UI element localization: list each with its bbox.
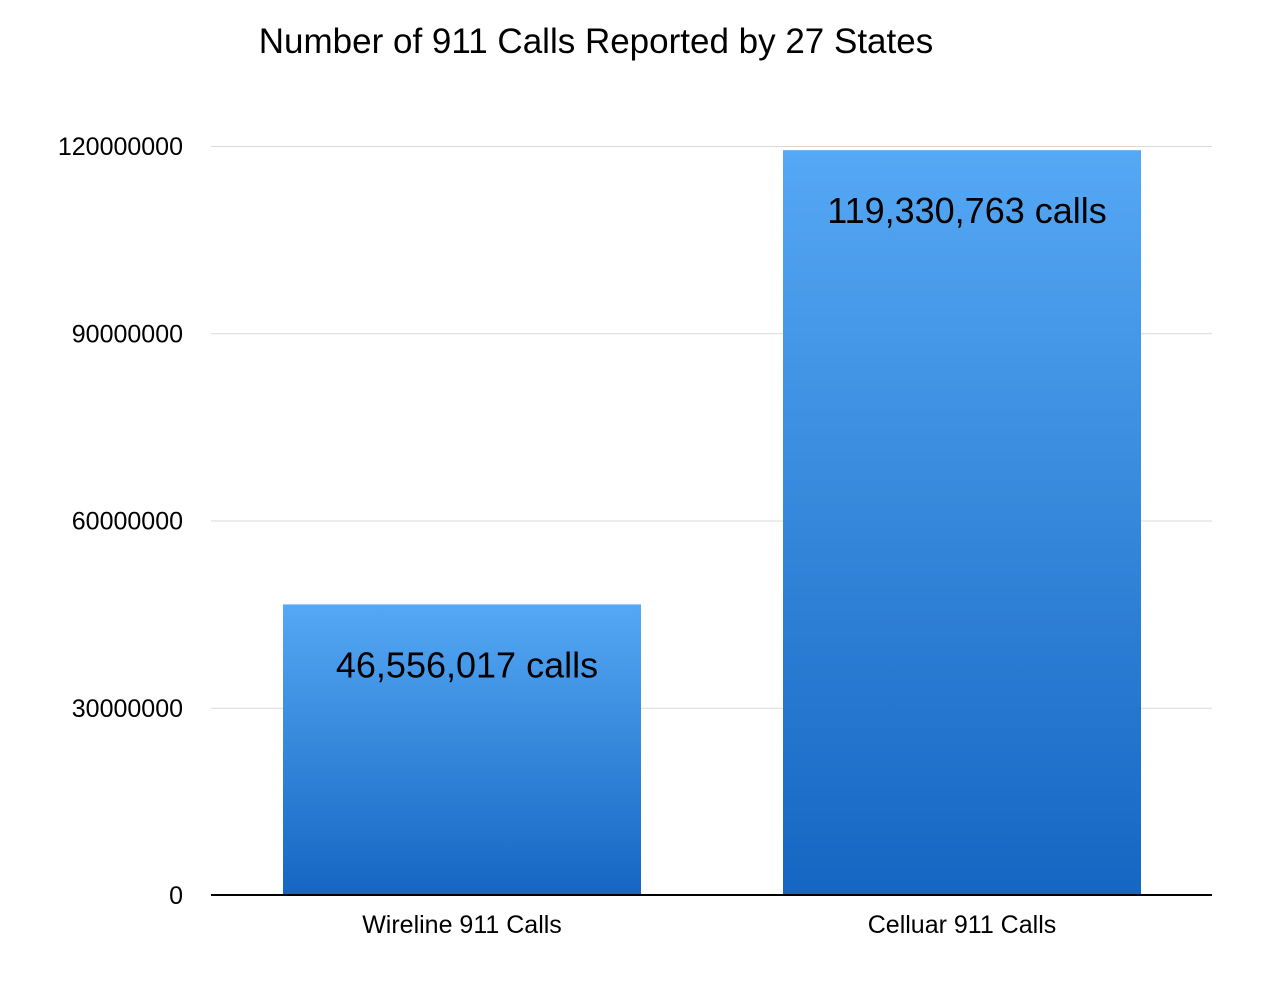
x-category-label: Celluar 911 Calls <box>868 911 1057 939</box>
bar <box>783 150 1141 896</box>
bar <box>283 604 641 895</box>
y-tick-label: 30000000 <box>72 695 183 723</box>
x-category-label: Wireline 911 Calls <box>362 911 562 939</box>
data-label: 46,556,017 calls <box>336 644 598 685</box>
y-tick-label: 90000000 <box>72 320 183 348</box>
y-tick-label: 60000000 <box>72 508 183 536</box>
y-tick-label: 0 <box>169 882 183 910</box>
y-tick-label: 120000000 <box>58 133 183 161</box>
chart-title: Number of 911 Calls Reported by 27 State… <box>258 22 934 61</box>
labels: 0 30000000 60000000 90000000 120000000 46,556… <box>58 133 1107 939</box>
bars <box>283 150 1141 896</box>
data-label: 119,330,763 calls <box>827 190 1107 231</box>
